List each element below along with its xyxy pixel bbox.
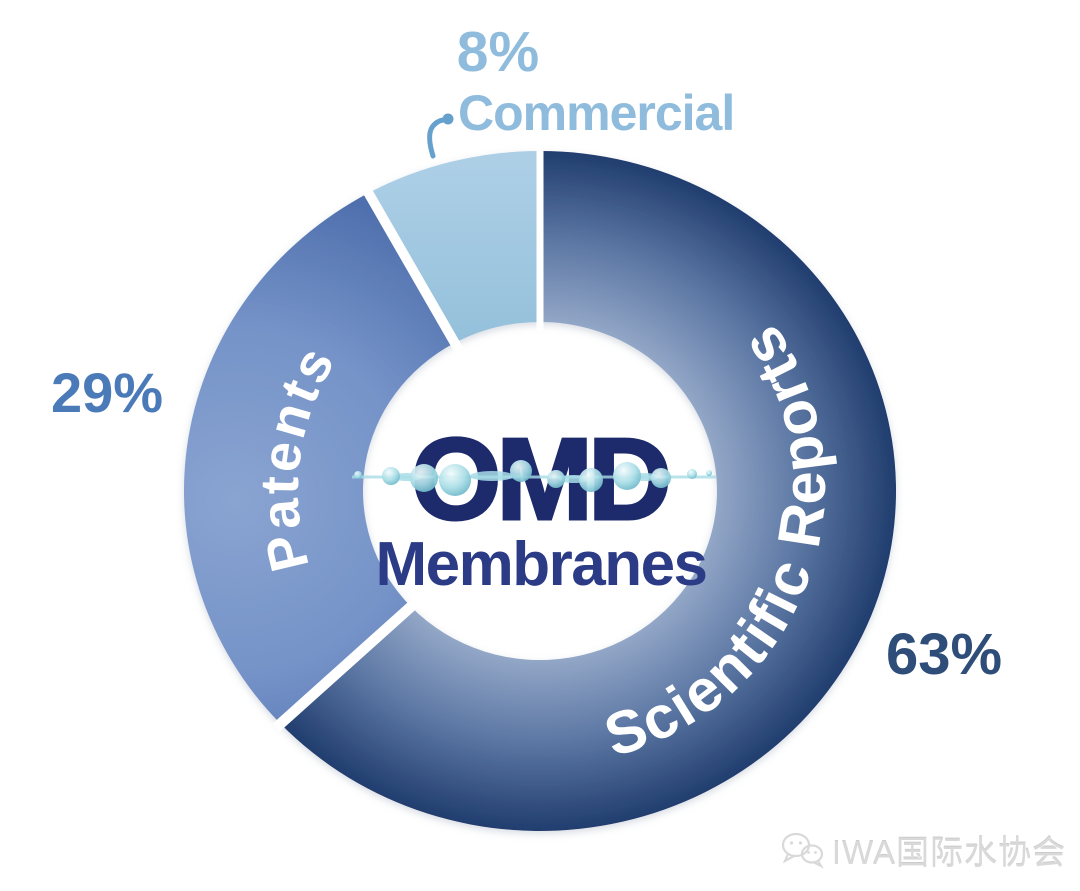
pct-label-patents: 29% bbox=[51, 361, 163, 424]
bubble bbox=[547, 470, 565, 488]
bubble bbox=[382, 467, 400, 485]
slice-commercial bbox=[368, 151, 540, 343]
callout-label-commercial: Commercial bbox=[458, 85, 734, 141]
slice-scientific-reports bbox=[280, 151, 897, 831]
bubble bbox=[354, 471, 362, 479]
slice-gap bbox=[361, 185, 464, 353]
slice-dividers bbox=[272, 145, 544, 732]
watermark-text: IWA国际水协会 bbox=[831, 834, 1066, 871]
bubble bbox=[651, 468, 671, 488]
molecule-bubbles-graphic bbox=[352, 460, 716, 496]
slice-patents bbox=[183, 193, 455, 724]
slice-gap bbox=[272, 596, 422, 732]
leader-hook-icon bbox=[427, 113, 454, 159]
watermark: IWA国际水协会 bbox=[780, 826, 1066, 874]
bubble bbox=[613, 462, 641, 490]
bubble bbox=[410, 464, 438, 492]
donut-slices bbox=[183, 151, 897, 831]
bubble bbox=[439, 464, 471, 496]
logo-subtitle: Membranes bbox=[375, 530, 706, 599]
wechat-icon bbox=[781, 832, 824, 869]
bubble bbox=[687, 469, 697, 479]
bubble bbox=[510, 460, 532, 482]
pct-label-commercial: 8% bbox=[457, 20, 539, 84]
bubble bbox=[706, 470, 712, 476]
pct-label-scientific-reports: 63% bbox=[886, 622, 1002, 687]
bubble bbox=[579, 468, 603, 492]
